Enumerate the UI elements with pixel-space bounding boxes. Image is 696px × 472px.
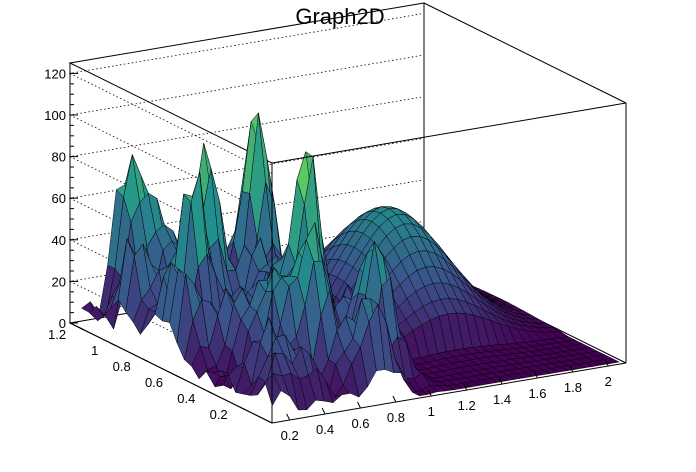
front-edge-x (271, 362, 627, 424)
x-tick-label: 1.6 (528, 386, 546, 401)
x-tick-6 (498, 377, 503, 385)
z-tick-label: 60 (52, 191, 66, 206)
top-front-edge (271, 102, 627, 164)
x-tick-label: 0.4 (316, 422, 334, 437)
y-tick-0 (239, 406, 246, 411)
y-tick-label: 1.2 (48, 327, 66, 342)
z-tick-label: 120 (44, 66, 66, 81)
x-tick-9 (604, 359, 609, 367)
chart-title: Graph2D (295, 4, 384, 29)
x-tick-label: 1.8 (564, 380, 582, 395)
z-tick-label: 20 (52, 274, 66, 289)
y-tick-5 (77, 326, 85, 331)
x-tick-5 (463, 383, 468, 391)
x-tick-4 (427, 389, 432, 397)
z-tick-label: 100 (44, 108, 66, 123)
y-tick-4 (110, 342, 117, 347)
y-tick-3 (142, 358, 149, 363)
x-tick-8 (569, 365, 574, 373)
z-tick-label: 80 (52, 150, 66, 165)
x-tick-label: 2 (605, 374, 612, 389)
axes: 0 20 40 60 80 100 120 0.2 0.4 0.6 0.8 1 1.2 0.2 0.4 0.6… (44, 63, 612, 443)
x-tick-0 (286, 413, 291, 421)
x-tick-label: 1.2 (458, 398, 476, 413)
z-tick-label: 40 (52, 233, 66, 248)
y-axis-line (69, 322, 273, 424)
top-right-edge (423, 2, 627, 104)
x-tick-2 (357, 401, 361, 409)
x-tick-1 (321, 407, 326, 415)
y-tick-2 (174, 374, 182, 379)
y-tick-1 (207, 390, 214, 395)
x-tick-label: 1.4 (493, 392, 511, 407)
y-tick-label: 1 (91, 343, 98, 358)
z-tick-label: 0 (59, 316, 66, 331)
y-tick-label: 0.6 (145, 375, 163, 390)
x-tick-label: 0.2 (281, 428, 299, 443)
x-tick-3 (392, 395, 397, 403)
surface-plot (81, 112, 620, 411)
x-tick-label: 1 (428, 404, 435, 419)
y-tick-label: 0.8 (113, 359, 131, 374)
front-frame (271, 2, 627, 424)
x-tick-label: 0.6 (351, 416, 369, 431)
x-tick-label: 0.8 (387, 410, 405, 425)
x-tick-7 (534, 371, 538, 379)
y-tick-label: 0.2 (210, 407, 228, 422)
y-tick-label: 0.4 (177, 391, 195, 406)
